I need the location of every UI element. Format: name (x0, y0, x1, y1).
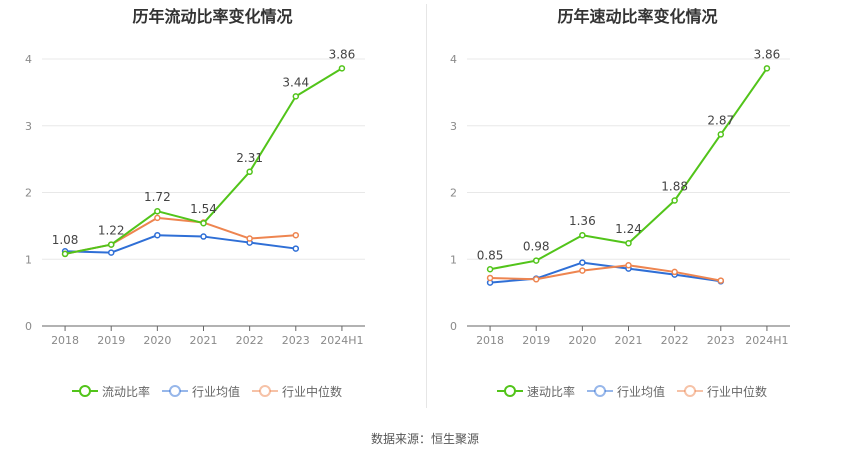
data-point (579, 259, 586, 266)
x-tick-label: 2022 (661, 334, 689, 347)
data-label: 0.98 (523, 240, 550, 254)
x-tick-label: 2019 (97, 334, 125, 347)
data-point (579, 231, 586, 239)
data-label: 1.72 (144, 190, 171, 204)
data-point (763, 65, 771, 72)
data-point (200, 219, 207, 227)
legend-label: 流动比率 (102, 384, 151, 399)
y-tick-label: 1 (450, 253, 457, 266)
data-label: 1.88 (661, 180, 688, 194)
data-label: 1.36 (569, 214, 596, 228)
x-tick-label: 2019 (522, 334, 550, 347)
data-point (717, 277, 725, 284)
legend-label: 行业均值 (192, 384, 241, 399)
y-tick-label: 3 (25, 120, 32, 133)
legend-marker-icon (677, 385, 703, 397)
data-point (246, 235, 253, 242)
y-tick-label: 4 (25, 53, 32, 66)
x-tick-label: 2020 (568, 334, 596, 347)
legend-item[interactable]: 行业中位数 (677, 382, 767, 400)
y-tick-label: 4 (450, 53, 457, 66)
chart-title: 历年速动比率变化情况 (557, 7, 718, 26)
series-line (65, 234, 296, 254)
x-tick-label: 2023 (282, 334, 310, 347)
data-label: 1.08 (52, 233, 79, 247)
legend-marker-icon (587, 385, 613, 397)
x-tick-label: 2021 (190, 334, 218, 347)
data-point (532, 276, 540, 283)
data-point (625, 262, 632, 269)
legend-label: 行业均值 (617, 384, 666, 399)
legend-item[interactable]: 行业均值 (162, 382, 240, 400)
data-point (200, 233, 207, 240)
data-label: 3.86 (754, 47, 781, 61)
x-tick-label: 2018 (476, 334, 504, 347)
chart-quick-ratio: 历年速动比率变化情况 0 1 2 3 4 2018 2019 2020 2021 2022 2023… (425, 0, 850, 420)
data-point (107, 241, 115, 248)
y-tick-label: 2 (25, 187, 32, 200)
data-point (292, 245, 300, 252)
x-tick-label: 2020 (143, 334, 171, 347)
legend-item[interactable]: 行业中位数 (252, 382, 342, 400)
x-tick-label: 2024H1 (745, 334, 788, 347)
data-point (246, 168, 253, 176)
data-label: 3.86 (329, 47, 356, 61)
data-label: 1.24 (615, 222, 642, 236)
legend-label: 速动比率 (527, 384, 576, 399)
data-point (579, 267, 586, 274)
legend-marker-icon (162, 385, 188, 397)
data-source-note: 数据来源：恒生聚源 (370, 432, 479, 446)
data-point (671, 197, 678, 204)
data-point (532, 257, 540, 264)
data-point (154, 214, 161, 222)
series-line (490, 264, 721, 282)
data-point (292, 231, 300, 239)
legend-marker-icon (72, 385, 98, 397)
chart-title: 历年流动比率变化情况 (132, 7, 293, 26)
data-label: 0.85 (477, 248, 504, 262)
y-tick-label: 3 (450, 120, 457, 133)
legend-label: 行业中位数 (707, 384, 768, 399)
data-point (717, 131, 725, 138)
x-tick-label: 2018 (51, 334, 79, 347)
data-label: 2.87 (707, 113, 734, 127)
data-point (625, 239, 632, 247)
data-point (486, 266, 494, 273)
data-label: 2.31 (236, 151, 263, 165)
legend-marker-icon (497, 385, 523, 397)
y-tick-label: 2 (450, 187, 457, 200)
legend: 流动比率 行业均值 行业中位数 (0, 382, 425, 400)
legend-item[interactable]: 流动比率 (72, 382, 150, 400)
legend-label: 行业中位数 (282, 384, 343, 399)
data-point (61, 250, 69, 258)
legend: 速动比率 行业均值 行业中位数 (425, 382, 850, 400)
data-point (292, 93, 300, 100)
data-label: 1.22 (98, 224, 125, 238)
legend-item[interactable]: 速动比率 (497, 382, 575, 400)
x-tick-label: 2024H1 (320, 334, 363, 347)
data-point (486, 274, 494, 282)
data-point (107, 249, 115, 256)
y-tick-label: 1 (25, 253, 32, 266)
data-point (338, 65, 346, 72)
data-point (154, 231, 161, 239)
chart-divider (426, 4, 427, 408)
legend-marker-icon (252, 385, 278, 397)
x-tick-label: 2023 (707, 334, 735, 347)
data-label: 3.44 (282, 75, 309, 89)
legend-item[interactable]: 行业均值 (587, 382, 665, 400)
data-label: 1.54 (190, 202, 217, 216)
chart-current-ratio: 历年流动比率变化情况 0 1 2 3 4 2018 2019 2020 2021 2022 2023… (0, 0, 425, 420)
data-point (671, 268, 678, 276)
x-tick-label: 2021 (615, 334, 643, 347)
y-tick-label: 0 (450, 320, 457, 333)
x-tick-label: 2022 (236, 334, 264, 347)
data-point (154, 207, 161, 215)
plot-area: 0 1 2 3 4 2018 2019 2020 2021 2022 2023 2024H1 0.85 0… (450, 47, 790, 347)
plot-area: 0 1 2 3 4 2018 2019 2020 2021 2022 2023 2024H1 1.08 1… (25, 47, 365, 347)
y-tick-label: 0 (25, 320, 32, 333)
